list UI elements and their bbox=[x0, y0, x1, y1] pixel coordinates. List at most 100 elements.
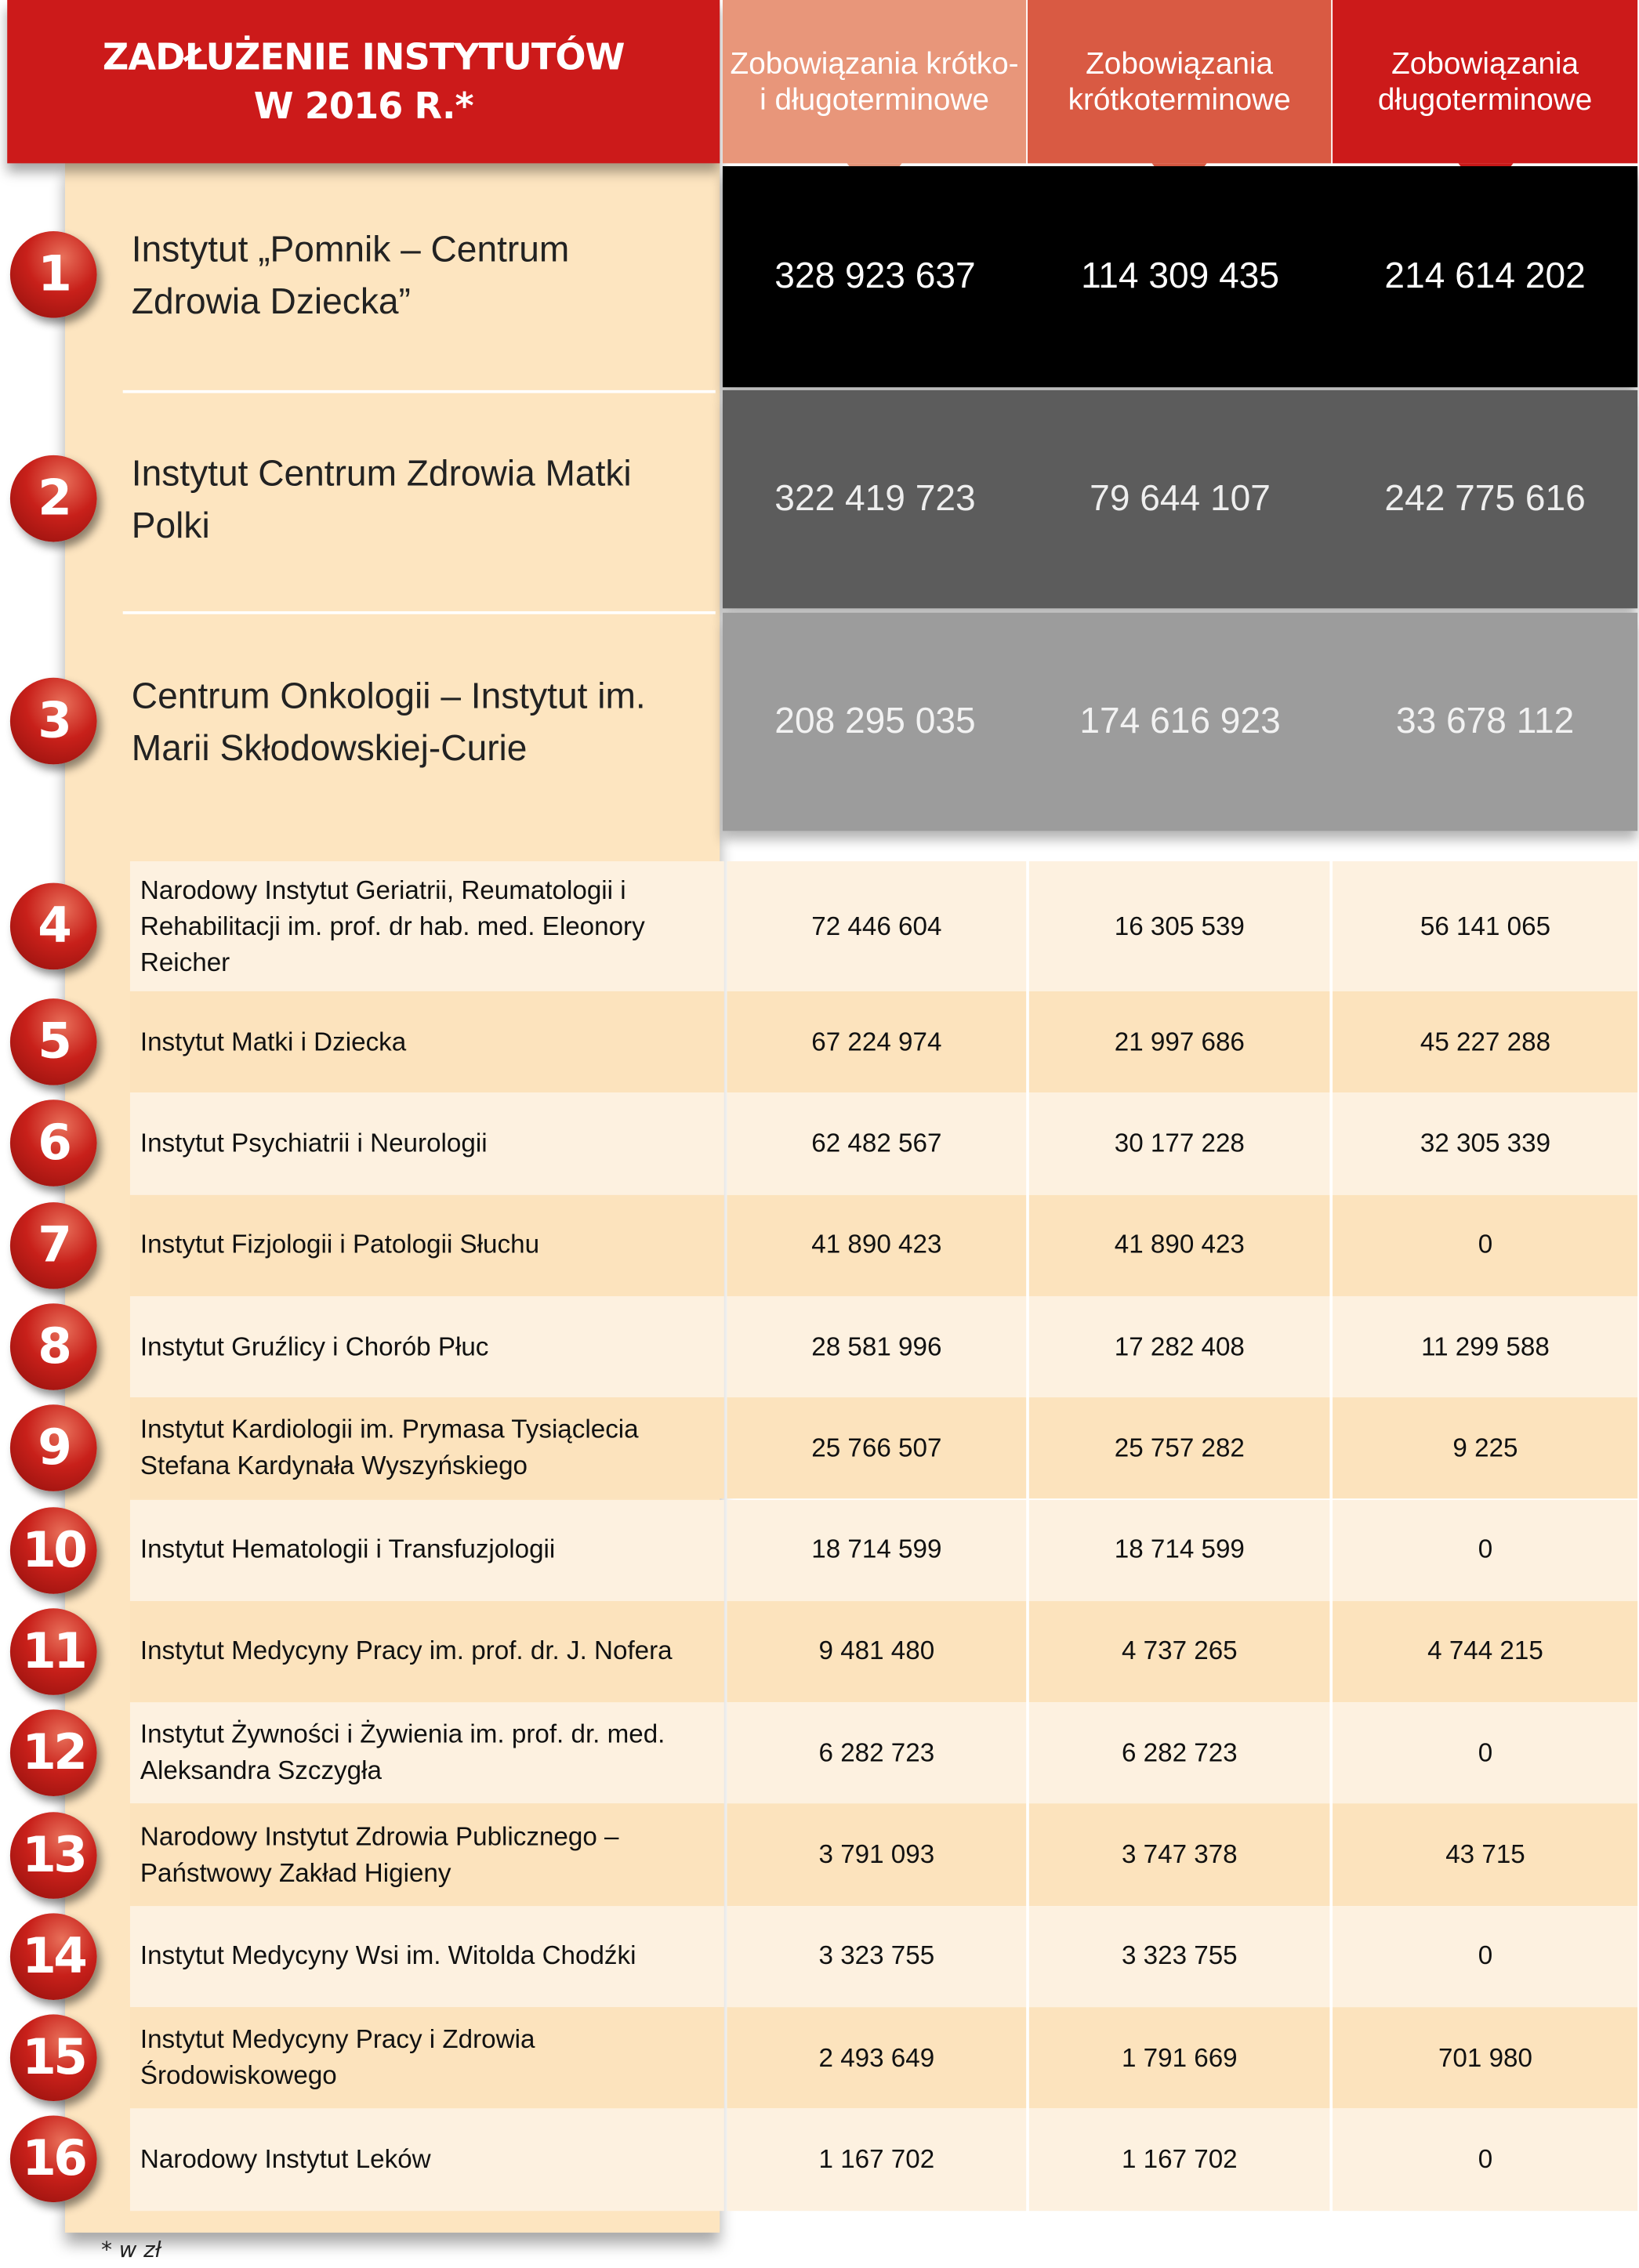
table-row: Instytut Żywności i Żywienia im. prof. d… bbox=[129, 1702, 1638, 1804]
value-cell: 30 177 228 bbox=[1028, 1092, 1331, 1195]
value-cell: 45 227 288 bbox=[1333, 991, 1638, 1093]
rank-badge: 12 bbox=[9, 1709, 97, 1797]
value-cell: 1 167 702 bbox=[1028, 2108, 1331, 2211]
institute-name: Narodowy Instytut Geriatrii, Reumatologi… bbox=[129, 860, 725, 991]
table-row: Instytut Medycyny Wsi im. Witolda Chodźk… bbox=[129, 1905, 1638, 2008]
column-header-label: Zobowiązania krótko- i długoterminowe bbox=[730, 46, 1019, 117]
title-line-1: ZADŁUŻENIE INSTYTUTÓW bbox=[102, 35, 626, 78]
value-cell: 3 791 093 bbox=[727, 1803, 1026, 1906]
value-cell: 18 714 599 bbox=[1028, 1499, 1331, 1601]
table-row: Narodowy Instytut Geriatrii, Reumatologi… bbox=[129, 860, 1638, 991]
rank-badge: 4 bbox=[9, 882, 97, 970]
column-header-2: Zobowiązania krótkoterminowe bbox=[1028, 0, 1332, 198]
institute-name: Instytut Medycyny Wsi im. Witolda Chodźk… bbox=[129, 1905, 725, 2008]
rank-badge: 11 bbox=[9, 1608, 97, 1695]
rank-badge: 6 bbox=[9, 1100, 97, 1187]
value-cell: 16 305 539 bbox=[1028, 860, 1331, 991]
column-header-label: Zobowiązania krótkoterminowe bbox=[1068, 46, 1291, 117]
value-cell: 0 bbox=[1333, 1905, 1638, 2008]
value-cell: 0 bbox=[1333, 1499, 1638, 1601]
value-cell: 328 923 637 bbox=[774, 255, 976, 296]
value-cell: 72 446 604 bbox=[727, 860, 1026, 991]
value-cell: 11 299 588 bbox=[1333, 1295, 1638, 1398]
value-cell: 41 890 423 bbox=[727, 1194, 1026, 1296]
top-row-values: 328 923 637 114 309 435 214 614 202 bbox=[722, 166, 1638, 388]
table-row: Instytut Gruźlicy i Chorób Płuc 28 581 99… bbox=[129, 1295, 1638, 1398]
institute-name: Instytut Gruźlicy i Chorób Płuc bbox=[129, 1295, 725, 1398]
value-cell: 18 714 599 bbox=[727, 1499, 1026, 1601]
value-cell: 1 791 669 bbox=[1028, 2007, 1331, 2109]
table-row: Instytut Medycyny Pracy im. prof. dr. J.… bbox=[129, 1600, 1638, 1703]
row-divider bbox=[122, 610, 716, 614]
table-row: Instytut Psychiatrii i Neurologii 62 482 … bbox=[129, 1092, 1638, 1195]
value-cell: 17 282 408 bbox=[1028, 1295, 1331, 1398]
value-cell: 4 744 215 bbox=[1333, 1600, 1638, 1703]
value-cell: 0 bbox=[1333, 1702, 1638, 1804]
value-cell: 43 715 bbox=[1333, 1803, 1638, 1906]
rank-badge: 10 bbox=[9, 1506, 97, 1594]
value-cell: 79 644 107 bbox=[1090, 478, 1271, 519]
value-cell: 25 766 507 bbox=[727, 1397, 1026, 1500]
rank-badge: 2 bbox=[9, 455, 97, 542]
value-cell: 242 775 616 bbox=[1384, 478, 1586, 519]
value-cell: 322 419 723 bbox=[774, 478, 976, 519]
institute-name: Instytut Psychiatrii i Neurologii bbox=[129, 1092, 725, 1195]
value-cell: 174 616 923 bbox=[1079, 701, 1281, 741]
table-row: Instytut Medycyny Pracy i Zdrowia Środow… bbox=[129, 2007, 1638, 2109]
value-cell: 67 224 974 bbox=[727, 991, 1026, 1093]
column-header-1: Zobowiązania krótko- i długoterminowe bbox=[722, 0, 1027, 198]
institute-name: Centrum Onkologii – Instytut im. Marii S… bbox=[131, 676, 646, 769]
column-header-3: Zobowiązania długoterminowe bbox=[1333, 0, 1638, 198]
institute-name: Instytut Fizjologii i Patologii Słuchu bbox=[129, 1194, 725, 1296]
value-cell: 56 141 065 bbox=[1333, 860, 1638, 991]
infographic-title: ZADŁUŻENIE INSTYTUTÓW W 2016 R.* bbox=[7, 0, 720, 164]
value-cell: 9 481 480 bbox=[727, 1600, 1026, 1703]
rank-badge: 5 bbox=[9, 998, 97, 1086]
institute-name: Instytut „Pomnik – Centrum Zdrowia Dziec… bbox=[131, 230, 570, 323]
rank-badge: 14 bbox=[9, 1913, 97, 2000]
value-cell: 41 890 423 bbox=[1028, 1194, 1331, 1296]
value-cell: 9 225 bbox=[1333, 1397, 1638, 1500]
table-row: Instytut Hematologii i Transfuzjologii 18… bbox=[129, 1499, 1638, 1601]
table-row: Instytut Fizjologii i Patologii Słuchu 41… bbox=[129, 1194, 1638, 1296]
institute-name: Instytut Kardiologii im. Prymasa Tysiącl… bbox=[129, 1397, 725, 1500]
value-cell: 114 309 435 bbox=[1081, 255, 1279, 296]
value-cell: 25 757 282 bbox=[1028, 1397, 1331, 1500]
value-cell: 32 305 339 bbox=[1333, 1092, 1638, 1195]
title-line-2: W 2016 R.* bbox=[253, 84, 474, 127]
institute-name: Instytut Hematologii i Transfuzjologii bbox=[129, 1499, 725, 1601]
rank-badge: 1 bbox=[9, 231, 97, 318]
rank-badge: 9 bbox=[9, 1404, 97, 1492]
rank-badge: 7 bbox=[9, 1201, 97, 1289]
institute-name: Instytut Żywności i Żywienia im. prof. d… bbox=[129, 1702, 725, 1804]
value-cell: 1 167 702 bbox=[727, 2108, 1026, 2211]
table-row: Narodowy Instytut Zdrowia Publicznego – … bbox=[129, 1803, 1638, 1906]
value-cell: 208 295 035 bbox=[774, 701, 976, 741]
footnote: * w zł bbox=[101, 2237, 161, 2263]
institute-name: Instytut Matki i Dziecka bbox=[129, 991, 725, 1093]
table-row: Instytut Kardiologii im. Prymasa Tysiącl… bbox=[129, 1397, 1638, 1500]
value-cell: 21 997 686 bbox=[1028, 991, 1331, 1093]
value-cell: 28 581 996 bbox=[727, 1295, 1026, 1398]
value-cell: 6 282 723 bbox=[1028, 1702, 1331, 1804]
institute-name: Instytut Medycyny Pracy im. prof. dr. J.… bbox=[129, 1600, 725, 1703]
value-cell: 3 323 755 bbox=[727, 1905, 1026, 2008]
value-cell: 2 493 649 bbox=[727, 2007, 1026, 2109]
institute-name: Narodowy Instytut Leków bbox=[129, 2108, 725, 2211]
top-row-values: 322 419 723 79 644 107 242 775 616 bbox=[722, 389, 1638, 609]
rank-badge: 15 bbox=[9, 2014, 97, 2102]
value-cell: 4 737 265 bbox=[1028, 1600, 1331, 1703]
table-row: Instytut Matki i Dziecka 67 224 974 21 997… bbox=[129, 991, 1638, 1093]
value-cell: 3 323 755 bbox=[1028, 1905, 1331, 2008]
row-divider bbox=[122, 389, 716, 393]
value-cell: 6 282 723 bbox=[727, 1702, 1026, 1804]
institute-name: Instytut Medycyny Pracy i Zdrowia Środow… bbox=[129, 2007, 725, 2109]
value-cell: 701 980 bbox=[1333, 2007, 1638, 2109]
rank-badge: 13 bbox=[9, 1811, 97, 1899]
institute-name: Narodowy Instytut Zdrowia Publicznego – … bbox=[129, 1803, 725, 1906]
rank-badge: 8 bbox=[9, 1303, 97, 1390]
value-cell: 0 bbox=[1333, 2108, 1638, 2211]
value-cell: 214 614 202 bbox=[1384, 255, 1586, 296]
institute-name: Instytut Centrum Zdrowia Matki Polki bbox=[131, 453, 632, 546]
